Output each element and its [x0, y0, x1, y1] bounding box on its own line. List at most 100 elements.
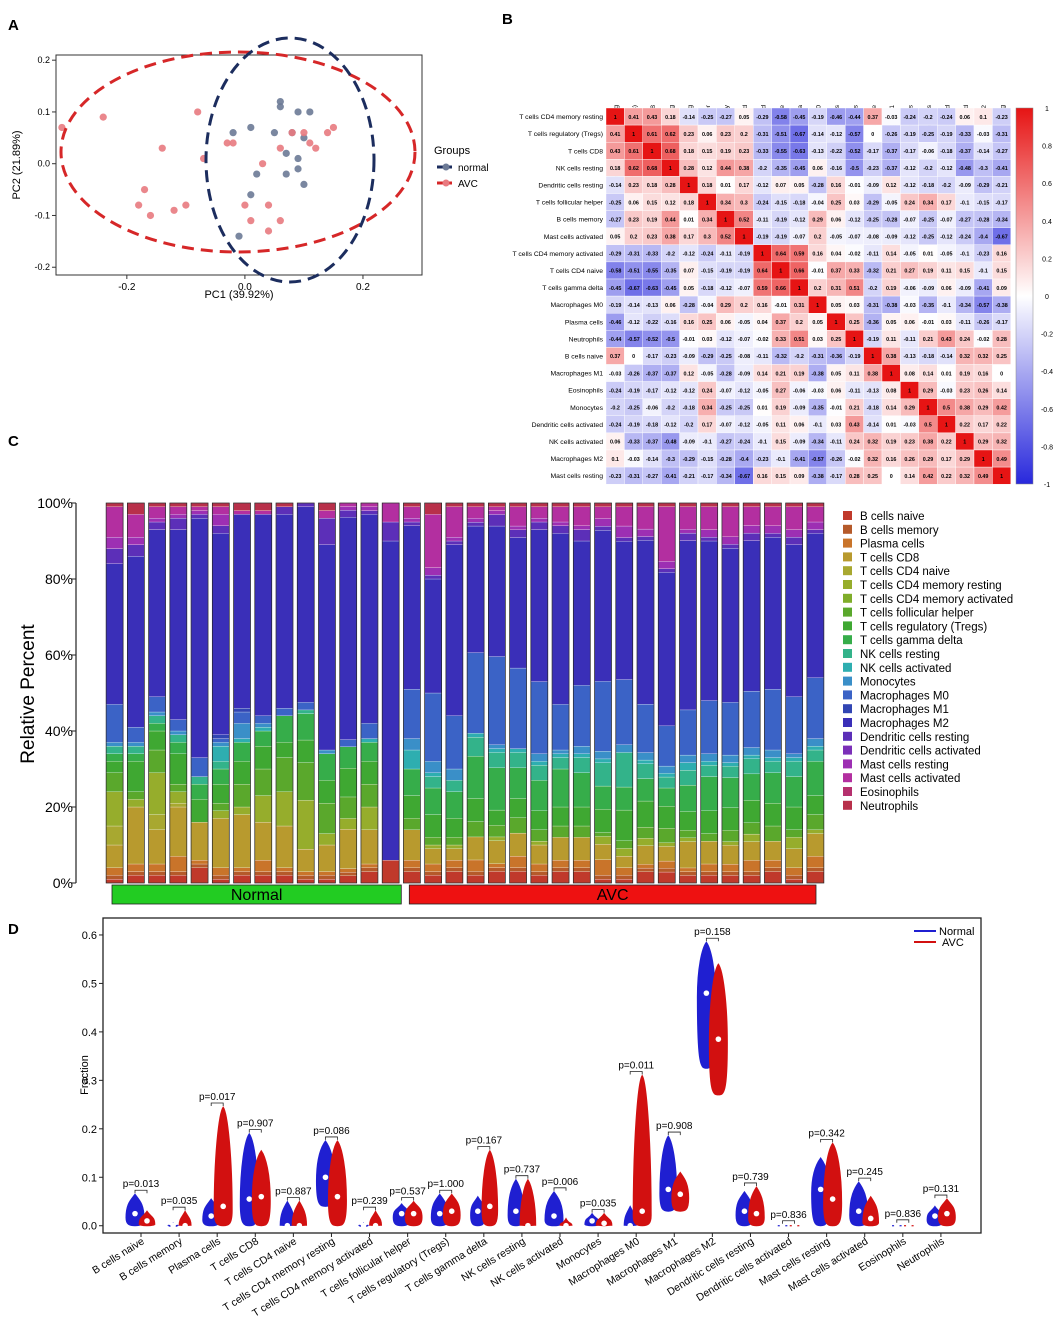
stacked-bar-segment [254, 875, 272, 884]
stacked-bar-outline [785, 502, 803, 884]
heatmap-cell-value: -0.1 [813, 423, 822, 429]
heatmap-cell-value: -0.09 [793, 405, 805, 411]
heatmap-cell-value: -0.14 [646, 457, 658, 463]
heatmap-cell-value: -0.31 [867, 303, 879, 309]
stacked-bar-segment [721, 841, 740, 846]
stacked-bar-segment [488, 825, 506, 838]
heatmap-cell-value: -0.05 [701, 371, 713, 377]
stacked-bar-segment [573, 757, 591, 773]
stacked-bar-segment [233, 514, 251, 709]
heatmap-cell-value: -0.12 [719, 286, 731, 292]
heatmap-cell-value: -0.31 [627, 474, 639, 480]
stacked-bar-outline [488, 502, 506, 884]
heatmap-cell-value: 0.09 [794, 474, 805, 480]
heatmap-cell-value: -0.09 [683, 440, 695, 446]
stacked-bar-legend-swatch [843, 538, 852, 548]
stacked-bar-segment [488, 510, 506, 515]
heatmap-cell-value: -0.21 [683, 474, 695, 480]
heatmap-cell-value: -0.04 [811, 200, 823, 206]
stacked-bar-outline [636, 502, 655, 884]
heatmap-cell-value: -0.24 [609, 388, 621, 394]
stacked-bar-segment [806, 749, 825, 762]
heatmap-cell-value: 0.34 [720, 200, 731, 206]
stacked-bar-segment [594, 859, 612, 876]
stacked-bar-segment [488, 514, 506, 527]
heatmap-cell-value: -0.37 [646, 371, 658, 377]
pca-point-normal [294, 108, 302, 116]
stacked-bar-segment [509, 867, 527, 872]
stacked-bar-legend-label: NK cells resting [860, 649, 940, 661]
heatmap-cell-value: -0.19 [719, 269, 731, 275]
stacked-bar-segment [743, 540, 761, 692]
heatmap-cell-value: -0.1 [979, 269, 988, 275]
pca-point-normal [235, 232, 243, 240]
violin-avc-median [296, 1222, 303, 1229]
heatmap-cell-value: 0.37 [868, 115, 879, 121]
heatmap-cell-value: -0.19 [848, 354, 860, 360]
heatmap-cell-value: 0.51 [794, 337, 805, 343]
heatmap-cell-value: 0.11 [776, 423, 786, 429]
stacked-bar-segment [636, 759, 655, 764]
heatmap-cell-value: 0.12 [886, 183, 897, 189]
stacked-bar-segment [530, 829, 548, 842]
stacked-bar-segment [509, 529, 527, 538]
stacked-bar-legend-swatch [843, 607, 852, 617]
heatmap-cell-value: 0.41 [628, 115, 639, 121]
heatmap-cell-value: -0.57 [848, 132, 860, 138]
heatmap-cell-value: -0.12 [848, 217, 860, 223]
heatmap-cell [992, 466, 1012, 485]
heatmap-row-label: T cells gamma delta [542, 285, 603, 292]
stacked-bar-segment [297, 871, 315, 876]
heatmap-cell-value: 0.21 [886, 269, 897, 275]
heatmap-cell-value: -0.52 [848, 149, 860, 155]
stacked-bar-segment [551, 525, 570, 534]
stacked-bar-group-band [111, 884, 402, 905]
heatmap-cell-value: -0.25 [627, 405, 639, 411]
stacked-bar-segment [190, 776, 209, 785]
heatmap-row-label: B cells naive [565, 353, 603, 360]
heatmap-cell-value: 0.19 [923, 269, 934, 275]
stacked-bar-segment [700, 753, 718, 762]
heatmap-cell-value: -0.18 [793, 200, 805, 206]
stacked-bar-segment [445, 818, 464, 838]
stacked-bar-segment [212, 746, 230, 762]
stacked-bar-segment [297, 849, 315, 872]
heatmap-cell-value: -0.25 [609, 200, 621, 206]
stacked-bar-segment [785, 806, 803, 830]
stacked-bar-segment [233, 708, 251, 713]
heatmap-cell-value: 0.22 [996, 423, 1007, 429]
stacked-bar-segment [127, 871, 145, 876]
stacked-bar-segment [403, 689, 421, 739]
heatmap-row-label: Macrophages M1 [550, 371, 603, 378]
heatmap-cell-value: 1 [982, 457, 985, 463]
stacked-bar-segment [764, 772, 782, 804]
stacked-bar-segment [424, 567, 442, 576]
stacked-bar-segment [403, 867, 421, 872]
heatmap-cell-value: -0.05 [756, 388, 768, 394]
violin-avc [748, 1186, 765, 1227]
stacked-bar-segment [212, 506, 230, 515]
stacked-bar-segment [169, 734, 187, 743]
heatmap-cells: 1 0.41 0.43 0.18 -0.14 -0.25 -0.27 0.05 -0.29 -0.… [605, 107, 1012, 485]
stacked-bar-segment [105, 879, 124, 884]
stacked-bar-segment [297, 502, 315, 507]
heatmap-cell-value: 0.18 [647, 183, 658, 189]
heatmap-cell-value: -0.63 [646, 286, 658, 292]
violin-avc [823, 1142, 843, 1227]
heatmap-cell-value: -0.03 [940, 388, 952, 394]
heatmap-cell-value: -0.07 [738, 337, 750, 343]
stacked-bar-segment [318, 875, 336, 880]
stacked-bar-segment [509, 748, 527, 753]
heatmap-cell-value: 0.14 [886, 405, 897, 411]
stacked-bar-segment [743, 773, 761, 801]
heatmap-cell-value: -0.17 [867, 149, 879, 155]
heatmap-cell-value: -0.06 [793, 388, 805, 394]
stacked-bar-segment [636, 871, 655, 884]
heatmap-cell-value: -0.33 [627, 440, 639, 446]
heatmap-cell-value: -0.26 [977, 320, 989, 326]
violin-avc [632, 1074, 652, 1227]
stacked-bar-segment [636, 826, 655, 839]
stacked-bar-segment [127, 746, 145, 754]
heatmap-cell-value: 0.21 [923, 337, 934, 343]
violin-p-value: p=0.245 [847, 1167, 884, 1178]
